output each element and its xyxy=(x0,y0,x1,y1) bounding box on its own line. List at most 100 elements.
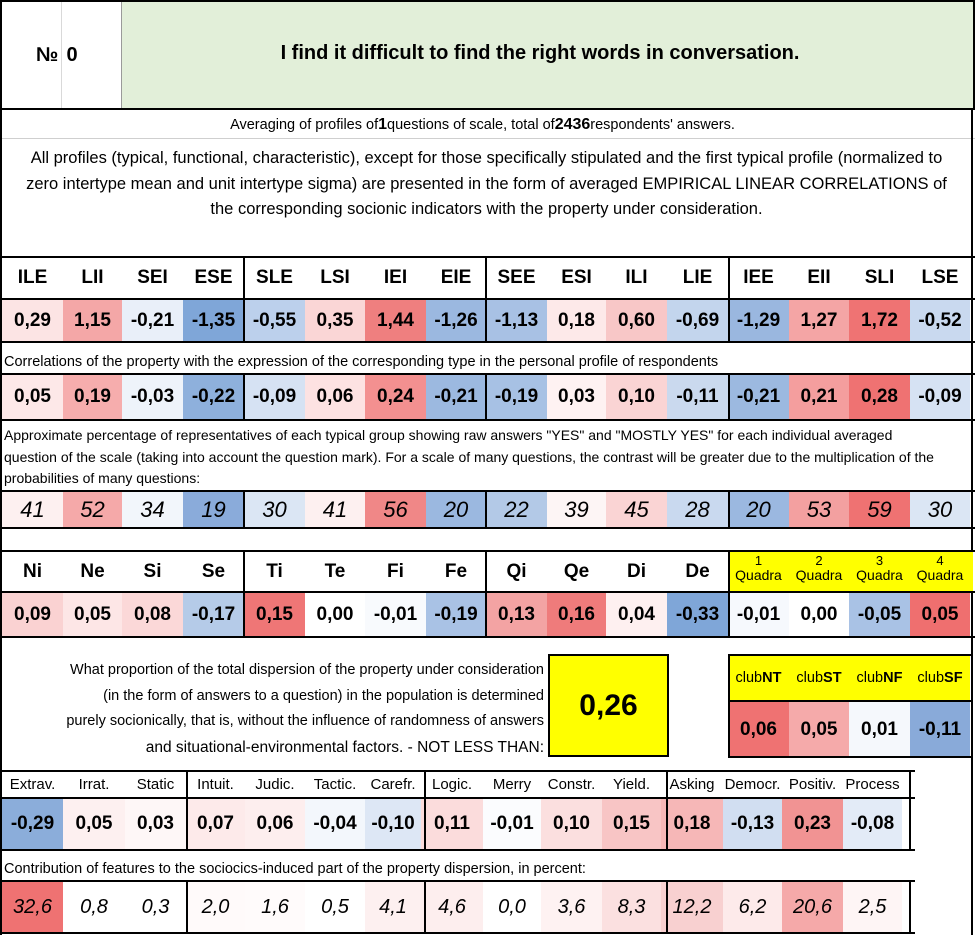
trait-label: Asking xyxy=(669,776,715,793)
type-label: ILI xyxy=(625,267,648,288)
trait-value: -0,10 xyxy=(365,799,421,849)
dispersion-line-1: What proportion of the total dispersion … xyxy=(70,662,544,678)
function-value: 0,00 xyxy=(305,593,365,636)
type-correlation-value: -0,09 xyxy=(910,375,970,419)
type-correlation-value: -0,19 xyxy=(486,375,547,419)
header-frame xyxy=(0,0,975,110)
function-value: 0,09 xyxy=(2,593,63,636)
type-percentage-value: 39 xyxy=(547,492,606,527)
club-label: club NT xyxy=(728,656,789,700)
quadra-label: 2 Quadra xyxy=(789,553,849,590)
type-label: EII xyxy=(807,267,831,288)
trait-value: 0,07 xyxy=(186,799,245,849)
club-value: 0,01 xyxy=(849,702,910,757)
quadra-number: 2 xyxy=(815,553,823,568)
quadra-word: Quadra xyxy=(735,567,782,583)
function-value: -0,01 xyxy=(365,593,426,636)
club-code: NT xyxy=(762,670,782,686)
function-value: -0,19 xyxy=(426,593,486,636)
type-correlation-value: 0,24 xyxy=(365,375,426,419)
function-label: De xyxy=(685,560,710,582)
trait-label: Tactic. xyxy=(313,776,357,793)
type-percentage-value: 41 xyxy=(2,492,63,527)
type-correlation-value: -0,21 xyxy=(728,375,789,419)
type-percentage-value: 20 xyxy=(426,492,486,527)
trait-contribution: 0,0 xyxy=(483,882,541,932)
type-profile-value: 0,18 xyxy=(547,300,606,341)
trait-value: 0,06 xyxy=(245,799,305,849)
function-label: Si xyxy=(143,560,162,582)
function-label: Se xyxy=(201,560,226,582)
type-percentage-value: 53 xyxy=(789,492,849,527)
type-label: SLI xyxy=(864,267,895,288)
type-label: LSE xyxy=(921,267,959,288)
trait-value: -0,08 xyxy=(843,799,902,849)
trait-contribution: 12,2 xyxy=(661,882,723,932)
type-correlation-value: 0,21 xyxy=(789,375,849,419)
type-profile-value: -0,21 xyxy=(122,300,183,341)
contribution-caption: Contribution of features to the sociocic… xyxy=(4,861,586,877)
quadra-value: -0,05 xyxy=(849,593,910,636)
trait-contribution: 1,6 xyxy=(245,882,305,932)
trait-value: 0,05 xyxy=(63,799,125,849)
type-label: LIE xyxy=(682,267,713,288)
function-label: Qe xyxy=(563,560,590,582)
trait-value: -0,04 xyxy=(305,799,365,849)
quadra-value: -0,01 xyxy=(728,593,789,636)
type-label: ILE xyxy=(17,267,48,288)
quadra-label: 1 Quadra xyxy=(728,553,789,590)
trait-value: 0,23 xyxy=(782,799,843,849)
function-label: Ne xyxy=(80,560,105,582)
type-percentage-value: 30 xyxy=(244,492,305,527)
club-label: club NF xyxy=(849,656,910,700)
type-profile-value: 0,29 xyxy=(2,300,63,341)
question-number-label: № xyxy=(35,43,59,66)
type-correlation-value: 0,10 xyxy=(606,375,667,419)
type-profile-value: 1,27 xyxy=(789,300,849,341)
trait-value: 0,10 xyxy=(541,799,602,849)
function-value: 0,08 xyxy=(122,593,183,636)
type-profile-value: 1,15 xyxy=(63,300,122,341)
averaging-line: Averaging of profiles of 1 questions of … xyxy=(0,113,965,137)
club-code: ST xyxy=(823,670,842,686)
trait-contribution: 2,0 xyxy=(186,882,245,932)
type-correlation-value: 0,03 xyxy=(547,375,606,419)
trait-value: -0,13 xyxy=(723,799,782,849)
type-percentage-value: 19 xyxy=(183,492,244,527)
question-count: 1 xyxy=(378,116,388,133)
type-label: IEE xyxy=(743,267,774,288)
trait-value: 0,03 xyxy=(125,799,186,849)
quadra-number: 3 xyxy=(875,553,884,568)
trait-contribution: 32,6 xyxy=(2,882,63,932)
trait-value: 0,11 xyxy=(421,799,483,849)
type-percentage-value: 30 xyxy=(910,492,970,527)
type-profile-value: 1,72 xyxy=(849,300,910,341)
club-prefix: club xyxy=(796,670,824,686)
type-profile-value: -0,52 xyxy=(910,300,970,341)
type-profile-value: -1,29 xyxy=(728,300,789,341)
quadra-label: 4 Quadra xyxy=(910,553,970,590)
type-label: ESE xyxy=(194,267,233,288)
function-value: -0,17 xyxy=(183,593,244,636)
type-percentage-value: 20 xyxy=(728,492,789,527)
type-label: SEE xyxy=(497,267,536,288)
dispersion-line-3: purely socionically, that is, without th… xyxy=(66,713,544,729)
type-profile-value: -1,35 xyxy=(183,300,244,341)
trait-label: Judic. xyxy=(255,776,295,793)
trait-label: Irrat. xyxy=(78,776,110,793)
dispersion-line-2: (in the form of answers to a question) i… xyxy=(103,687,544,704)
averaging-prefix: Averaging of profiles of xyxy=(230,117,379,133)
function-label: Di xyxy=(627,560,646,582)
type-label: LII xyxy=(81,267,104,288)
dispersion-text: What proportion of the total dispersion … xyxy=(60,658,544,760)
club-label: club ST xyxy=(789,656,849,700)
club-code: NF xyxy=(883,670,903,686)
dispersion-value: 0,26 xyxy=(548,654,669,757)
question-number: 0 xyxy=(66,43,78,66)
trait-value: -0,01 xyxy=(483,799,541,849)
trait-label: Yield. xyxy=(613,776,650,793)
club-code: SF xyxy=(944,670,963,686)
trait-contribution: 0,5 xyxy=(305,882,365,932)
quadra-word: Quadra xyxy=(856,567,903,583)
club-value: 0,06 xyxy=(728,702,789,757)
